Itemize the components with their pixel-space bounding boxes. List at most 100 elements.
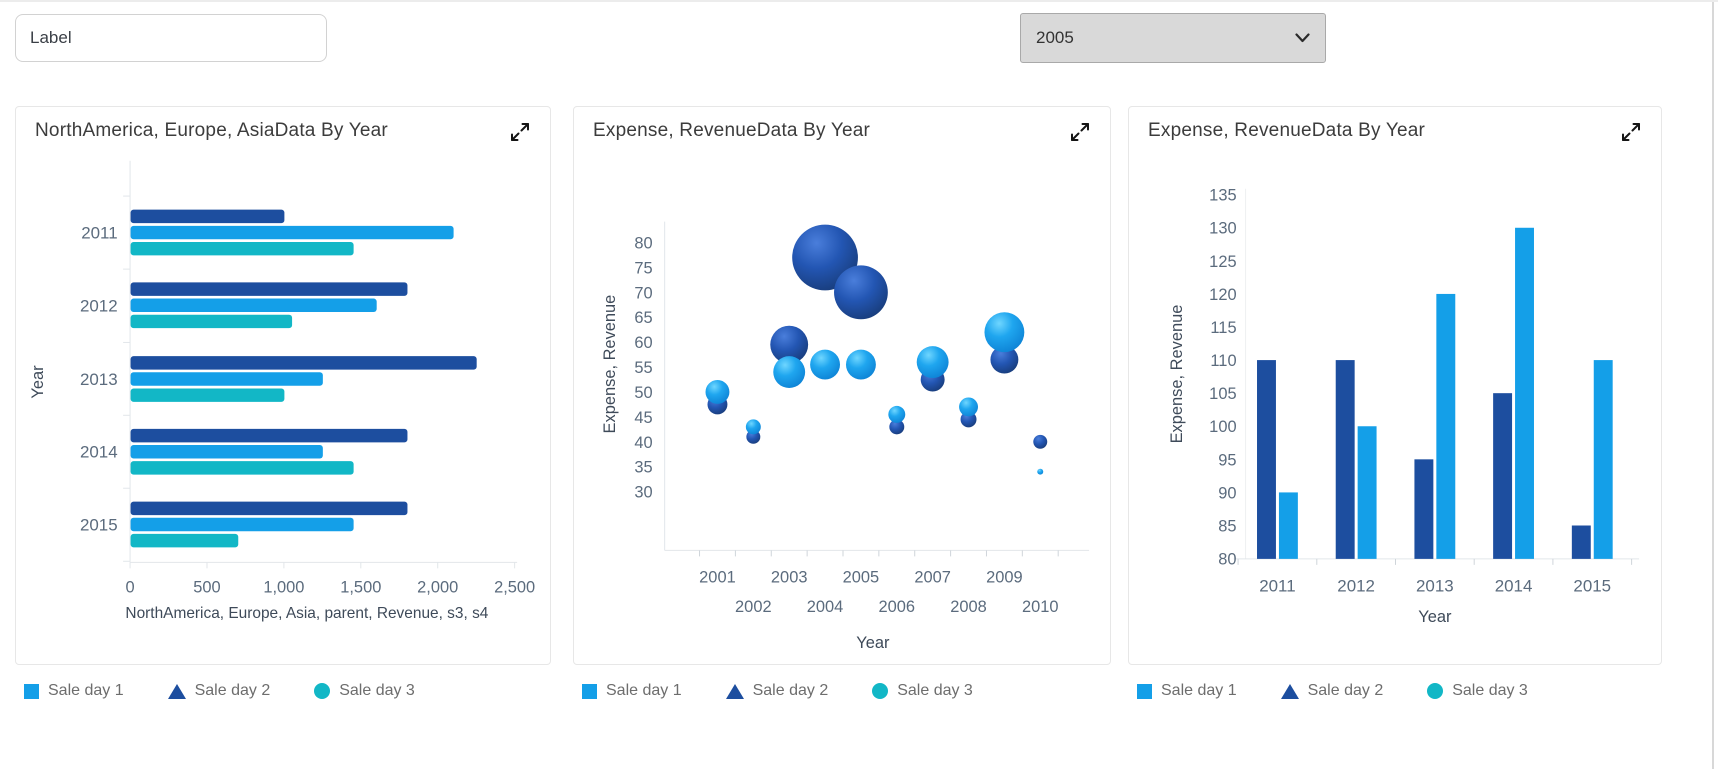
legend-square-marker — [24, 683, 39, 699]
svg-text:2005: 2005 — [843, 568, 880, 586]
svg-text:85: 85 — [1218, 517, 1236, 535]
expand-button[interactable] — [1615, 117, 1647, 149]
svg-text:2014: 2014 — [1495, 576, 1533, 595]
window-right-edge — [1712, 2, 1714, 769]
svg-text:500: 500 — [193, 578, 220, 596]
legend-item-sale-day-2[interactable]: Sale day 2 — [1280, 682, 1384, 700]
year-select[interactable]: 2005 — [1020, 13, 1326, 63]
chart-legend: Sale day 1 Sale day 2 Sale day 3 — [15, 682, 551, 700]
plot-area: 80 75 70 65 60 55 50 45 40 35 30 2001 2002 2003 2004 20… — [601, 221, 1090, 652]
bubble-chart-column: 80 75 70 65 60 55 50 45 40 35 30 2001 2002 2003 2004 20… — [573, 106, 1111, 700]
legend-item-sale-day-1[interactable]: Sale day 1 — [24, 682, 124, 700]
svg-text:75: 75 — [634, 259, 652, 277]
legend-item-sale-day-3[interactable]: Sale day 3 — [314, 682, 415, 700]
svg-text:105: 105 — [1209, 385, 1236, 403]
legend-item-sale-day-3[interactable]: Sale day 3 — [872, 682, 973, 700]
legend-item-sale-day-1[interactable]: Sale day 1 — [582, 682, 682, 700]
svg-text:135: 135 — [1209, 187, 1236, 205]
bar-series-sale-day-1 — [130, 225, 454, 532]
legend-label: Sale day 2 — [194, 682, 271, 699]
legend-label: Sale day 3 — [339, 682, 415, 699]
legend-circle-marker — [872, 683, 889, 699]
svg-text:35: 35 — [634, 459, 652, 477]
svg-text:2008: 2008 — [950, 598, 987, 616]
legend-item-sale-day-2[interactable]: Sale day 2 — [725, 682, 829, 700]
svg-text:2002: 2002 — [735, 598, 772, 616]
card-expense-revenue-bar: 135 130 125 120 115 110 105 100 95 90 85 80 2011 2012… — [1128, 106, 1662, 665]
svg-text:2004: 2004 — [807, 598, 844, 616]
legend-item-sale-day-2[interactable]: Sale day 2 — [167, 682, 271, 700]
svg-text:Expense, Revenue: Expense, Revenue — [601, 295, 619, 434]
svg-text:115: 115 — [1210, 319, 1236, 337]
svg-text:65: 65 — [634, 309, 652, 327]
legend-triangle-marker — [725, 683, 744, 699]
svg-text:50: 50 — [634, 384, 652, 402]
chart-legend: Sale day 1 Sale day 2 Sale day 3 — [573, 682, 1111, 700]
expense-revenue-bubble-chart[interactable]: 80 75 70 65 60 55 50 45 40 35 30 2001 2002 2003 2004 20… — [574, 107, 1110, 664]
svg-text:2006: 2006 — [879, 598, 916, 616]
expand-icon — [511, 123, 529, 141]
legend-label: Sale day 3 — [1452, 682, 1528, 699]
svg-text:125: 125 — [1209, 253, 1236, 271]
bar-series-sale-day-3 — [130, 241, 354, 548]
svg-text:55: 55 — [634, 359, 652, 377]
svg-text:2,000: 2,000 — [417, 578, 458, 596]
svg-text:2,500: 2,500 — [494, 578, 535, 596]
svg-text:2011: 2011 — [81, 224, 117, 243]
label-input[interactable] — [15, 14, 327, 62]
bar-series-sale-day-1 — [1278, 227, 1613, 559]
svg-text:90: 90 — [1218, 484, 1236, 502]
svg-text:Year: Year — [29, 365, 47, 399]
year-select-value: 2005 — [1036, 28, 1074, 47]
svg-text:70: 70 — [634, 284, 652, 302]
bar-series-sale-day-2 — [130, 209, 477, 516]
region-horizontal-bar-chart[interactable]: 0 500 1,000 1,500 2,000 2,500 2011 2012 2013 2014… — [16, 107, 550, 664]
expand-button[interactable] — [504, 117, 536, 149]
legend-item-sale-day-1[interactable]: Sale day 1 — [1137, 682, 1237, 700]
svg-text:60: 60 — [634, 334, 652, 352]
svg-text:2003: 2003 — [771, 568, 808, 586]
region-chart-column: 0 500 1,000 1,500 2,000 2,500 2011 2012 2013 2014… — [15, 106, 551, 700]
svg-text:2015: 2015 — [80, 515, 118, 534]
svg-text:Expense, Revenue: Expense, Revenue — [1168, 305, 1186, 444]
svg-text:2012: 2012 — [80, 296, 118, 315]
svg-text:2010: 2010 — [1022, 598, 1059, 616]
svg-text:120: 120 — [1209, 286, 1236, 304]
svg-text:100: 100 — [1209, 418, 1236, 436]
svg-text:2009: 2009 — [986, 568, 1023, 586]
expand-icon — [1071, 123, 1089, 141]
legend-label: Sale day 1 — [1161, 682, 1237, 699]
svg-text:1,500: 1,500 — [340, 578, 381, 596]
bar-chart-column: 135 130 125 120 115 110 105 100 95 90 85 80 2011 2012… — [1128, 106, 1662, 700]
card-expense-revenue-bubble: 80 75 70 65 60 55 50 45 40 35 30 2001 2002 2003 2004 20… — [573, 106, 1111, 665]
bar-series-sale-day-2 — [1257, 360, 1591, 559]
svg-text:Year: Year — [856, 634, 890, 652]
svg-text:40: 40 — [634, 434, 652, 452]
chart-legend: Sale day 1 Sale day 2 Sale day 3 — [1128, 682, 1662, 700]
legend-label: Sale day 1 — [606, 682, 682, 699]
legend-label: Sale day 2 — [1307, 682, 1384, 699]
svg-text:130: 130 — [1209, 220, 1236, 238]
legend-circle-marker — [314, 683, 331, 699]
svg-text:2013: 2013 — [1416, 576, 1454, 595]
svg-text:2012: 2012 — [1337, 576, 1375, 595]
legend-label: Sale day 3 — [897, 682, 973, 699]
svg-text:30: 30 — [634, 484, 652, 502]
bubble-series-sale-day-1 — [705, 312, 1044, 475]
expand-button[interactable] — [1064, 117, 1096, 149]
legend-label: Sale day 2 — [752, 682, 829, 699]
legend-square-marker — [582, 683, 597, 699]
legend-item-sale-day-3[interactable]: Sale day 3 — [1427, 682, 1528, 700]
svg-text:Year: Year — [1418, 608, 1452, 626]
svg-text:45: 45 — [634, 409, 652, 427]
svg-text:80: 80 — [634, 234, 652, 252]
svg-text:110: 110 — [1210, 352, 1236, 370]
expense-revenue-bar-chart[interactable]: 135 130 125 120 115 110 105 100 95 90 85 80 2011 2012… — [1129, 107, 1661, 664]
legend-triangle-marker — [167, 683, 186, 699]
svg-text:2015: 2015 — [1573, 576, 1611, 595]
svg-text:NorthAmerica, Europe, Asia, pa: NorthAmerica, Europe, Asia, parent, Reve… — [125, 605, 488, 622]
plot-area: 135 130 125 120 115 110 105 100 95 90 85 80 2011 2012… — [1168, 187, 1640, 626]
svg-text:2013: 2013 — [80, 370, 118, 389]
chevron-down-icon — [1295, 33, 1310, 43]
legend-triangle-marker — [1280, 683, 1299, 699]
